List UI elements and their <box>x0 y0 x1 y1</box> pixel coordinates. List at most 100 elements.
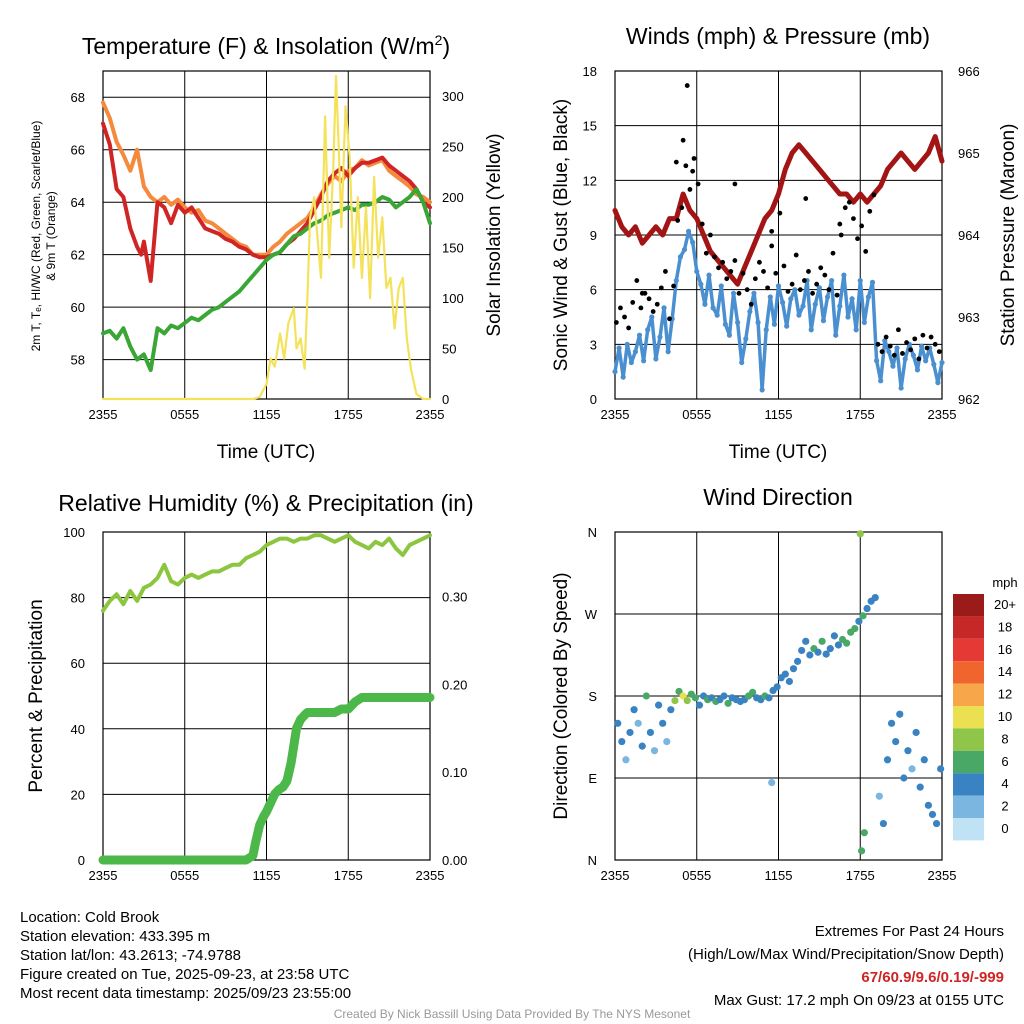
humidity-y-tick-label: 0 <box>78 853 85 868</box>
winds-gust-point <box>667 316 672 322</box>
temp-y-tick-label: 60 <box>71 300 85 315</box>
winds-gust-point <box>834 292 840 298</box>
legend-swatch <box>953 773 984 796</box>
winds-sonic-wind-point <box>837 303 843 309</box>
winds-sonic-wind-point <box>796 312 802 318</box>
temperature-panel: Temperature (F) & Insolation (W/m2) 2m T… <box>29 32 505 463</box>
legend-swatch <box>953 661 984 684</box>
winds-sonic-wind-point <box>690 239 696 245</box>
winds-gust-point <box>679 205 685 211</box>
winds-gust-point <box>748 301 754 307</box>
winds-gust-point <box>683 163 689 169</box>
direction-point <box>814 648 822 656</box>
winds-gust-point <box>675 218 681 223</box>
max-gust-text: Max Gust: 17.2 mph On 09/23 at 0155 UTC <box>713 992 1004 1009</box>
winds-sonic-wind-point <box>894 345 900 351</box>
humidity-x-tick-label: 2355 <box>416 868 445 883</box>
temp-x-tick-label: 1155 <box>253 407 281 422</box>
winds-gust-point <box>639 290 645 296</box>
winds-sonic-wind-point <box>898 385 904 391</box>
winds-sonic-wind-point <box>735 319 741 326</box>
winds-gust-point <box>871 192 877 198</box>
winds-gust-point <box>680 137 686 143</box>
winds-gust-point <box>707 232 713 238</box>
temp-y2-tick-label: 150 <box>442 241 464 256</box>
legend-swatch <box>953 750 984 774</box>
direction-point <box>622 756 630 764</box>
temp-y2-tick-label: 100 <box>442 291 464 306</box>
winds-x-tick-label: 2355 <box>601 407 630 422</box>
winds-sonic-wind-point <box>902 356 908 362</box>
winds-x-tick-label: 2355 <box>928 407 957 422</box>
winds-sonic-wind-point <box>661 305 667 311</box>
winds-sonic-wind-point <box>886 349 892 355</box>
legend-swatch <box>953 594 984 617</box>
location-text: Location: Cold Brook <box>20 909 160 926</box>
winds-gust-point <box>912 336 918 342</box>
winds-sonic-wind-point <box>792 287 798 293</box>
winds-sonic-wind-point <box>800 303 806 309</box>
temp-y2-tick-label: 300 <box>442 89 464 104</box>
winds-sonic-wind-point <box>935 380 941 386</box>
winds-gust-point <box>789 281 795 287</box>
winds-gust-point <box>752 276 758 282</box>
humidity-y2-tick-label: 0.10 <box>442 765 467 780</box>
winds-sonic-wind-point <box>685 228 692 234</box>
legend-label: 10 <box>998 709 1012 724</box>
winds-sonic-wind-point <box>788 296 794 302</box>
winds-sonic-wind-point <box>771 321 778 327</box>
temp-y-label-2: & 9m T (Orange) <box>44 191 58 281</box>
direction-point <box>859 612 867 620</box>
direction-point <box>834 641 843 649</box>
direction-y-tick-label: W <box>585 607 598 622</box>
direction-point <box>695 701 704 709</box>
winds-gust-point <box>863 249 869 254</box>
winds-sonic-wind-point <box>624 341 630 347</box>
winds-gust-point <box>765 285 770 291</box>
winds-gust-point <box>875 341 881 347</box>
winds-sonic-wind-point <box>702 301 708 307</box>
temp-y-tick-label: 62 <box>71 248 85 263</box>
winds-sonic-wind-point <box>698 281 704 287</box>
legend-label: 8 <box>1001 731 1008 746</box>
winds-y-tick-label: 9 <box>590 228 597 243</box>
winds-gust-point <box>638 305 644 311</box>
direction-point <box>908 765 916 773</box>
winds-y2-tick-label: 965 <box>958 146 980 161</box>
latlon-text: Station lat/lon: 43.2613; -74.9788 <box>20 947 242 964</box>
winds-gust-point <box>879 349 885 355</box>
winds-sonic-wind-point <box>874 358 880 364</box>
winds-gust-point <box>761 269 766 274</box>
humidity-y2-tick-label: 0.00 <box>442 853 467 868</box>
legend-swatch <box>953 818 984 841</box>
humidity-y-tick-label: 20 <box>71 787 85 802</box>
direction-point <box>724 699 732 707</box>
direction-point <box>843 639 851 647</box>
temp-x-tick-label: 2355 <box>89 407 118 422</box>
credit-text: Created By Nick Bassill Using Data Provi… <box>333 1007 691 1021</box>
direction-point <box>630 706 638 714</box>
winds-sonic-wind-point <box>628 359 634 366</box>
direction-point <box>904 747 912 755</box>
legend-label: 14 <box>998 664 1012 679</box>
direction-point <box>626 728 634 737</box>
temp-y2-label: Solar Insolation (Yellow) <box>484 133 505 336</box>
humidity-y-tick-label: 60 <box>71 656 85 671</box>
direction-point <box>773 683 781 691</box>
winds-gust-point <box>622 314 627 320</box>
legend-label: 4 <box>1001 776 1008 791</box>
winds-gust-point <box>695 181 701 187</box>
winds-gust-point <box>851 216 856 222</box>
winds-x-label: Time (UTC) <box>729 442 828 463</box>
temp-y2-tick-label: 200 <box>442 190 464 205</box>
winds-gust-point <box>803 196 809 201</box>
winds-y2-label: Station Pressure (Maroon) <box>998 124 1019 347</box>
winds-gust-point <box>936 349 942 355</box>
winds-gust-point <box>699 221 705 227</box>
winds-gust-point <box>916 356 922 362</box>
humidity-series-relative-humidity <box>101 533 432 613</box>
winds-sonic-wind-point <box>677 254 684 260</box>
direction-point <box>932 819 941 828</box>
winds-gust-point <box>830 250 836 256</box>
winds-sonic-wind-point <box>812 301 818 307</box>
